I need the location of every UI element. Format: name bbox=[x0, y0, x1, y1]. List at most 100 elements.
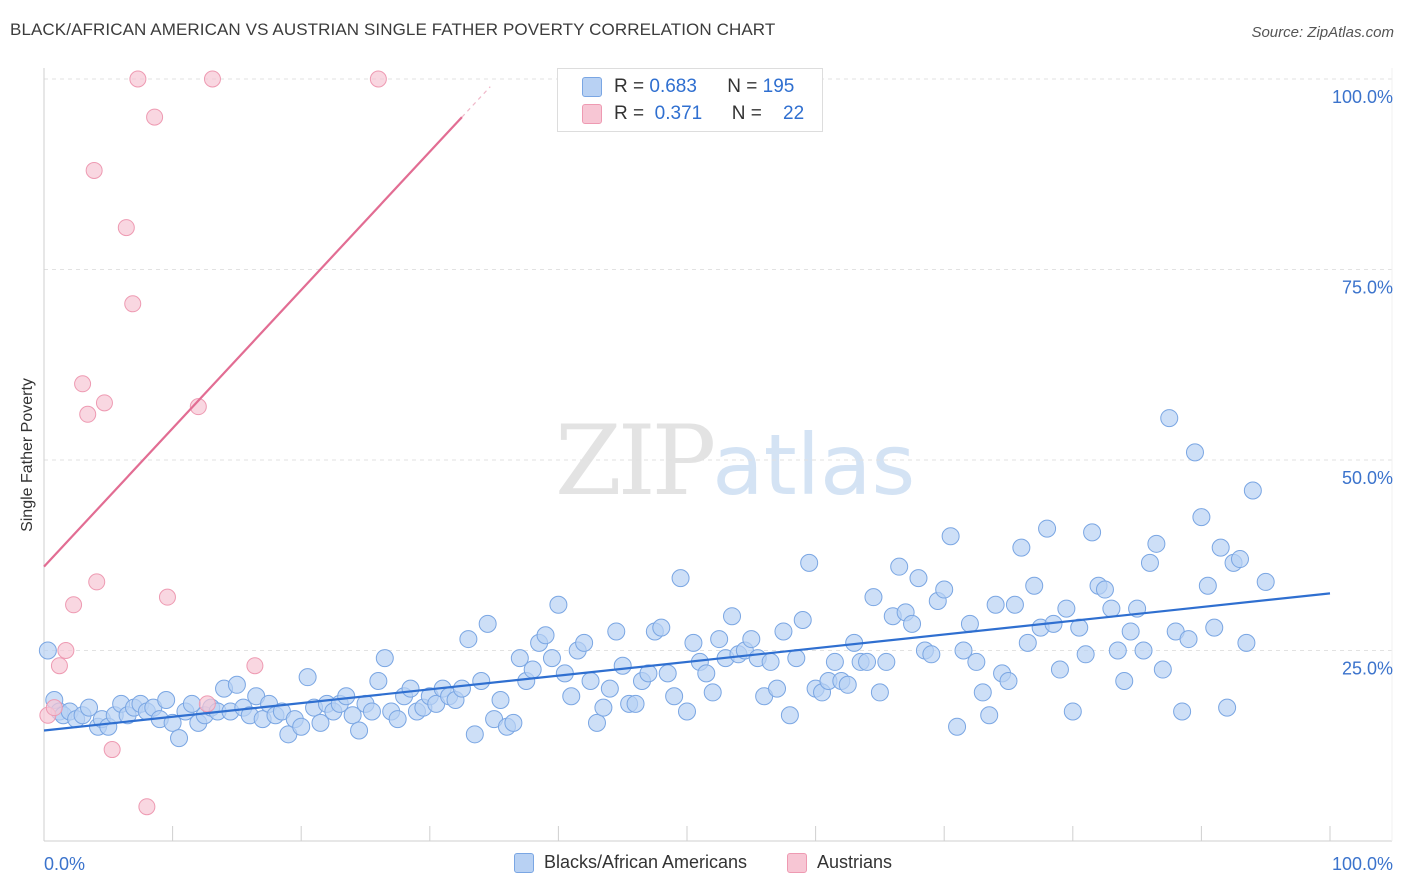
point-blacks bbox=[1230, 550, 1249, 569]
point-blacks bbox=[941, 527, 960, 546]
point-blacks bbox=[652, 618, 671, 637]
watermark-zip: ZIP bbox=[555, 405, 716, 517]
point-blacks bbox=[1205, 618, 1224, 637]
point-austrians bbox=[74, 375, 92, 393]
point-blacks bbox=[510, 649, 529, 668]
point-blacks bbox=[311, 713, 330, 732]
point-austrians bbox=[95, 394, 113, 412]
point-austrians bbox=[158, 588, 176, 606]
legend-n-value: 22 bbox=[783, 103, 805, 124]
point-blacks bbox=[768, 679, 787, 698]
point-blacks bbox=[935, 580, 954, 599]
point-blacks bbox=[703, 683, 722, 702]
point-blacks bbox=[658, 664, 677, 683]
point-blacks bbox=[575, 633, 594, 652]
legend-r-value: 0.371 bbox=[654, 103, 703, 124]
y-tick-label: 50.0% bbox=[1342, 468, 1393, 488]
point-blacks bbox=[38, 641, 57, 660]
trend-line-blacks bbox=[43, 592, 1331, 732]
tick-labels: 25.0% 50.0% 75.0% 100.0% 0.0% 100.0% bbox=[44, 87, 1393, 874]
point-blacks bbox=[1050, 660, 1069, 679]
point-blacks bbox=[1218, 698, 1237, 717]
point-blacks bbox=[1140, 553, 1159, 572]
legend-item-blacks[interactable]: Blacks/African Americans bbox=[513, 852, 747, 873]
source-label: Source: ZipAtlas.com bbox=[1251, 24, 1394, 41]
point-blacks bbox=[1012, 538, 1031, 557]
x-tick-label-max: 100.0% bbox=[1332, 854, 1393, 874]
point-austrians bbox=[124, 295, 142, 313]
y-tick-label: 100.0% bbox=[1332, 87, 1393, 107]
legend-row-blacks: R = 0.683 N = 195 bbox=[582, 74, 794, 100]
point-blacks bbox=[864, 588, 883, 607]
point-blacks bbox=[1005, 595, 1024, 614]
point-blacks bbox=[542, 649, 561, 668]
legend-r-value: 0.683 bbox=[649, 76, 697, 97]
point-blacks bbox=[1173, 702, 1192, 721]
chart-title: BLACK/AFRICAN AMERICAN VS AUSTRIAN SINGL… bbox=[10, 20, 776, 39]
point-blacks bbox=[742, 630, 761, 649]
point-blacks bbox=[459, 630, 478, 649]
point-austrians bbox=[369, 70, 387, 88]
point-blacks bbox=[903, 614, 922, 633]
point-blacks bbox=[452, 679, 471, 698]
point-blacks bbox=[697, 664, 716, 683]
point-blacks bbox=[909, 569, 928, 588]
point-blacks bbox=[1256, 572, 1275, 591]
trend-lines bbox=[43, 86, 1331, 732]
point-blacks bbox=[227, 675, 246, 694]
legend-swatch-blue bbox=[513, 852, 534, 873]
point-blacks bbox=[787, 649, 806, 668]
point-blacks bbox=[362, 702, 381, 721]
point-blacks bbox=[613, 656, 632, 675]
point-blacks bbox=[1063, 702, 1082, 721]
point-austrians bbox=[146, 108, 164, 126]
point-blacks bbox=[626, 694, 645, 713]
point-blacks bbox=[1076, 645, 1095, 664]
point-blacks bbox=[870, 683, 889, 702]
legend-swatch-pink bbox=[582, 104, 602, 124]
trend-extension-austrians bbox=[461, 86, 491, 118]
point-blacks bbox=[523, 660, 542, 679]
point-blacks bbox=[986, 595, 1005, 614]
point-austrians bbox=[79, 405, 97, 423]
point-blacks bbox=[973, 683, 992, 702]
point-blacks bbox=[478, 614, 497, 633]
point-blacks bbox=[375, 649, 394, 668]
point-blacks bbox=[922, 645, 941, 664]
legend-item-austrians[interactable]: Austrians bbox=[787, 852, 892, 873]
legend-r-label: R = bbox=[614, 103, 645, 124]
point-austrians bbox=[50, 657, 68, 675]
point-blacks bbox=[1057, 599, 1076, 618]
point-austrians bbox=[85, 161, 103, 179]
point-blacks bbox=[1018, 633, 1037, 652]
point-blacks bbox=[1192, 508, 1211, 527]
point-austrians bbox=[45, 699, 63, 717]
point-blacks bbox=[80, 698, 99, 717]
point-blacks bbox=[1243, 481, 1262, 500]
point-austrians bbox=[65, 596, 83, 614]
y-tick-label: 25.0% bbox=[1342, 659, 1393, 679]
point-austrians bbox=[189, 398, 207, 416]
point-blacks bbox=[723, 607, 742, 626]
grid bbox=[44, 78, 1392, 651]
point-austrians bbox=[138, 798, 156, 816]
point-blacks bbox=[491, 691, 510, 710]
point-blacks bbox=[549, 595, 568, 614]
legend-n-label: N = bbox=[731, 103, 762, 124]
point-blacks bbox=[472, 671, 491, 690]
point-blacks bbox=[639, 664, 658, 683]
point-blacks bbox=[1147, 534, 1166, 553]
point-blacks bbox=[665, 687, 684, 706]
point-blacks bbox=[1102, 599, 1121, 618]
watermark: ZIPatlas bbox=[555, 405, 915, 517]
point-austrians bbox=[103, 741, 121, 759]
point-blacks bbox=[157, 691, 176, 710]
point-blacks bbox=[350, 721, 369, 740]
point-blacks bbox=[684, 633, 703, 652]
watermark-atlas: atlas bbox=[712, 416, 916, 514]
point-blacks bbox=[298, 668, 317, 687]
legend-swatch-pink bbox=[787, 852, 808, 873]
point-blacks bbox=[337, 687, 356, 706]
point-blacks bbox=[343, 706, 362, 725]
correlation-legend: R = 0.683 N = 195 R = 0.371 N = 22 bbox=[557, 68, 823, 132]
